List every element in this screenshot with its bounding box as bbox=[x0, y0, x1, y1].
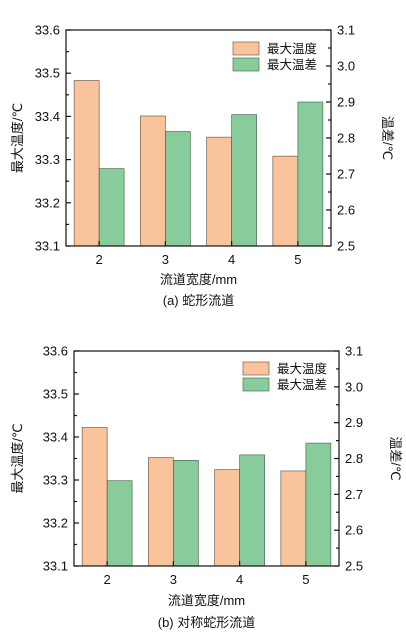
y-left-tick-label: 33.5 bbox=[43, 387, 68, 402]
y-right-tick-label: 2.6 bbox=[337, 203, 355, 218]
bar-max-temp bbox=[214, 469, 240, 567]
y-right-tick-label: 3.1 bbox=[345, 344, 363, 359]
y-left-tick-label: 33.5 bbox=[35, 66, 60, 81]
x-tick-label: 3 bbox=[170, 572, 177, 587]
x-tick-label: 3 bbox=[162, 252, 169, 267]
bar-max-diff bbox=[98, 168, 125, 247]
y-right-tick-label: 2.5 bbox=[345, 559, 363, 574]
x-tick-label: 5 bbox=[302, 572, 309, 587]
legend-swatch bbox=[242, 377, 270, 392]
x-tick-label: 2 bbox=[104, 572, 111, 587]
y-right-tick-label: 2.8 bbox=[345, 451, 363, 466]
legend-label: 最大温差 bbox=[277, 378, 327, 392]
legend-label: 最大温度 bbox=[267, 41, 318, 56]
y-right-tick-label: 2.9 bbox=[345, 415, 363, 430]
bar-max-temp bbox=[140, 115, 166, 247]
bar-max-temp bbox=[81, 427, 108, 567]
x-axis-label: 流道宽度/mm bbox=[160, 272, 237, 287]
bar-max-diff bbox=[305, 442, 332, 567]
y-left-axis-label: 最大温度/℃ bbox=[10, 103, 25, 173]
chart-caption: (a) 蛇形流道 bbox=[163, 293, 235, 308]
y-right-axis-label: 温差/℃ bbox=[388, 436, 403, 480]
x-axis-label: 流道宽度/mm bbox=[168, 593, 245, 608]
legend-label: 最大温差 bbox=[267, 58, 317, 72]
chart-b: 2 3 4 5 33.1 33.2 33.3 33.4 33.5 33.6 2.5 2.6 2.7 2.8… bbox=[10, 344, 403, 631]
x-tick-label: 5 bbox=[294, 252, 301, 267]
y-left-tick-label: 33.1 bbox=[43, 559, 68, 574]
bar-max-temp bbox=[272, 155, 299, 247]
y-left-tick-label: 33.3 bbox=[35, 152, 60, 167]
y-right-tick-label: 3.0 bbox=[345, 379, 363, 394]
y-left-tick-label: 33.4 bbox=[35, 109, 60, 124]
y-right-tick-label: 2.6 bbox=[345, 523, 363, 538]
bar-max-diff bbox=[106, 480, 133, 567]
bar-max-diff bbox=[173, 459, 199, 567]
legend-swatch bbox=[232, 57, 260, 72]
bar-max-diff bbox=[231, 114, 257, 247]
y-right-tick-label: 2.9 bbox=[337, 95, 355, 110]
bar-max-temp bbox=[73, 80, 100, 247]
bar-max-diff bbox=[165, 131, 191, 247]
y-right-tick-label: 2.5 bbox=[337, 239, 355, 254]
x-tick-label: 4 bbox=[228, 252, 235, 267]
y-left-tick-label: 33.6 bbox=[35, 23, 60, 38]
y-left-tick-label: 33.4 bbox=[43, 430, 68, 445]
x-tick-label: 2 bbox=[96, 252, 103, 267]
bar-max-temp bbox=[148, 457, 174, 567]
y-right-tick-label: 3.1 bbox=[337, 23, 355, 38]
y-left-axis-label: 最大温度/℃ bbox=[10, 423, 25, 493]
y-right-tick-label: 2.7 bbox=[337, 167, 355, 182]
y-left-tick-label: 33.3 bbox=[43, 473, 68, 488]
bar-max-diff bbox=[297, 101, 324, 247]
y-right-tick-label: 3.0 bbox=[337, 59, 355, 74]
y-right-tick-label: 2.7 bbox=[345, 487, 363, 502]
legend-swatch bbox=[232, 41, 260, 56]
chart-caption: (b) 对称蛇形流道 bbox=[158, 615, 256, 630]
y-right-tick-label: 2.8 bbox=[337, 131, 355, 146]
y-left-tick-label: 33.6 bbox=[43, 344, 68, 359]
y-right-axis-label: 温差/℃ bbox=[380, 116, 395, 160]
y-left-tick-label: 33.2 bbox=[43, 516, 68, 531]
x-tick-label: 4 bbox=[236, 572, 243, 587]
chart-a: 2 3 4 5 33.1 33.2 33.3 33.4 33.5 33.6 2.5 2.6 2.7 2.8… bbox=[10, 23, 395, 309]
bar-max-temp bbox=[280, 470, 307, 567]
y-left-tick-label: 33.2 bbox=[35, 195, 60, 210]
y-left-tick-label: 33.1 bbox=[35, 239, 60, 254]
legend-label: 最大温度 bbox=[277, 361, 328, 376]
bar-max-temp bbox=[206, 136, 232, 247]
bar-max-diff bbox=[239, 454, 265, 567]
legend-swatch bbox=[242, 361, 270, 376]
